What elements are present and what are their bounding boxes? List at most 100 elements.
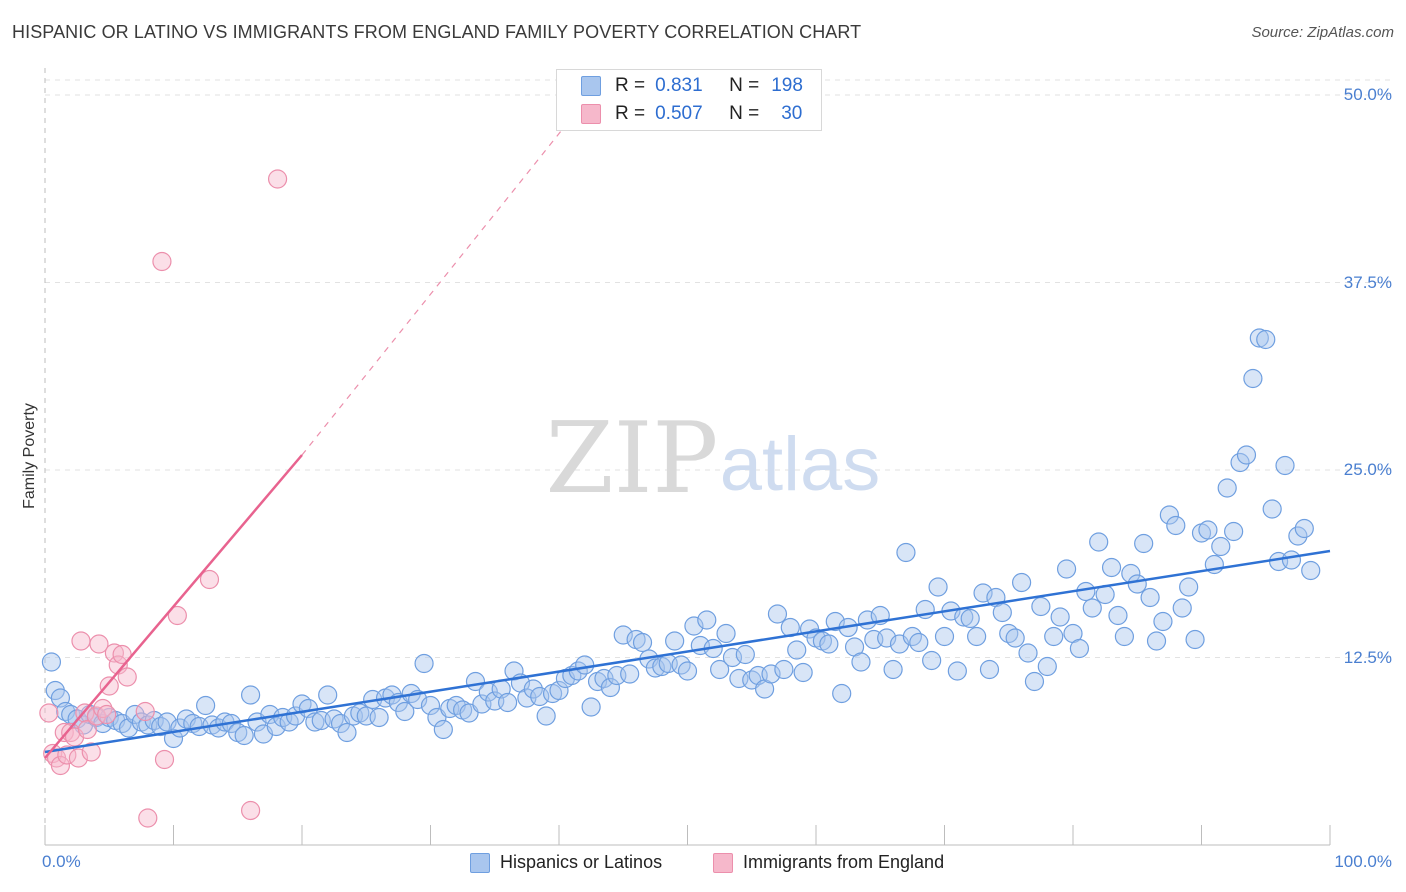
x-tick-min: 0.0%: [42, 852, 81, 871]
data-point: [1024, 671, 1045, 692]
data-point: [267, 169, 288, 189]
data-point: [851, 652, 871, 672]
data-point: [896, 542, 916, 563]
data-point: [581, 697, 601, 717]
data-point: [992, 602, 1012, 623]
data-point: [909, 632, 929, 653]
data-point: [697, 610, 717, 630]
data-point: [1140, 587, 1160, 608]
data-point: [1243, 368, 1263, 389]
data-point: [199, 569, 220, 590]
data-point: [575, 655, 595, 675]
legend-r-label: R =: [615, 103, 646, 124]
legend-r-value: 0.507: [655, 103, 703, 124]
legend-n-value: 30: [781, 103, 803, 124]
data-point: [369, 707, 389, 728]
data-point: [1146, 631, 1167, 651]
data-point: [774, 659, 794, 680]
data-point: [71, 631, 91, 651]
watermark-atlas: atlas: [720, 422, 881, 507]
data-point: [1288, 526, 1308, 546]
data-point: [1211, 536, 1231, 557]
data-point: [787, 640, 807, 660]
data-point: [117, 667, 137, 687]
data-point: [1037, 656, 1057, 677]
data-point: [1179, 577, 1199, 597]
data-point: [1281, 550, 1302, 570]
x-tick-max: 100.0%: [1334, 852, 1392, 871]
data-point: [1031, 596, 1051, 617]
data-point: [241, 685, 261, 705]
data-point: [1159, 505, 1179, 525]
data-point: [39, 703, 59, 723]
trend-line-england-extension: [301, 117, 573, 456]
y-tick-label: 12.5%: [1343, 647, 1392, 667]
data-point: [154, 749, 175, 770]
data-point: [819, 634, 839, 654]
data-point: [710, 659, 730, 680]
legend-r-value: 0.831: [655, 75, 703, 96]
data-point: [1172, 598, 1192, 618]
bottom-legend-swatch-pink: [713, 852, 733, 873]
data-point: [504, 661, 524, 681]
trend-line-england: [44, 454, 303, 759]
data-point: [665, 631, 685, 651]
data-point: [498, 692, 518, 713]
data-point: [55, 701, 76, 722]
data-point: [967, 626, 987, 647]
y-tick-label: 25.0%: [1343, 460, 1392, 479]
data-point: [135, 701, 155, 722]
watermark-zip: ZIP: [546, 402, 719, 516]
data-point: [1249, 328, 1269, 348]
legend-n-label: N =: [729, 103, 760, 124]
data-point: [793, 662, 813, 683]
x-axis: [44, 825, 1331, 846]
data-point: [318, 685, 338, 705]
data-point: [1301, 560, 1321, 581]
y-axis-label: Family Poverty: [21, 403, 38, 509]
watermark: ZIP atlas: [546, 402, 881, 516]
legend-n-value: 198: [771, 75, 803, 96]
bottom-legend-label: Immigrants from England: [743, 852, 945, 872]
data-point: [1275, 455, 1295, 476]
data-point: [1056, 559, 1077, 579]
legend: R = 0.831 N = 198 R = 0.507 N = 30: [556, 69, 822, 131]
data-point: [81, 742, 101, 762]
series-hispanics-points: [41, 328, 1321, 749]
data-point: [86, 706, 107, 726]
data-point: [1044, 626, 1064, 647]
data-point: [1101, 557, 1122, 578]
data-point: [99, 676, 119, 696]
data-point: [1018, 643, 1038, 663]
data-point: [735, 644, 755, 665]
data-point: [1198, 520, 1218, 540]
data-point: [1005, 628, 1025, 648]
data-point: [922, 650, 942, 671]
data-point: [973, 583, 993, 603]
y-tick-label: 37.5%: [1343, 272, 1392, 292]
data-point: [883, 659, 903, 680]
data-point: [1166, 515, 1186, 536]
data-point: [152, 251, 172, 272]
data-point: [645, 658, 665, 678]
chart-title: HISPANIC OR LATINO VS IMMIGRANTS FROM EN…: [12, 22, 862, 42]
data-point: [934, 626, 955, 647]
data-point: [1153, 611, 1173, 632]
data-point: [613, 625, 633, 645]
legend-n-label: N =: [729, 75, 760, 96]
legend-row-england: R = 0.507 N = 30: [581, 101, 802, 127]
chart-source: Source: ZipAtlas.com: [1251, 24, 1394, 41]
data-point: [1076, 581, 1096, 602]
bottom-legend-swatch-blue: [470, 852, 490, 873]
y-tick-label: 50.0%: [1343, 85, 1392, 104]
data-point: [1050, 607, 1070, 627]
data-point: [138, 808, 158, 828]
data-point: [1134, 533, 1154, 554]
trend-line-hispanics: [44, 549, 1331, 754]
data-point: [77, 719, 98, 740]
data-point: [1230, 452, 1250, 473]
data-point: [112, 644, 132, 665]
data-point: [54, 722, 74, 743]
data-point: [1256, 329, 1276, 350]
